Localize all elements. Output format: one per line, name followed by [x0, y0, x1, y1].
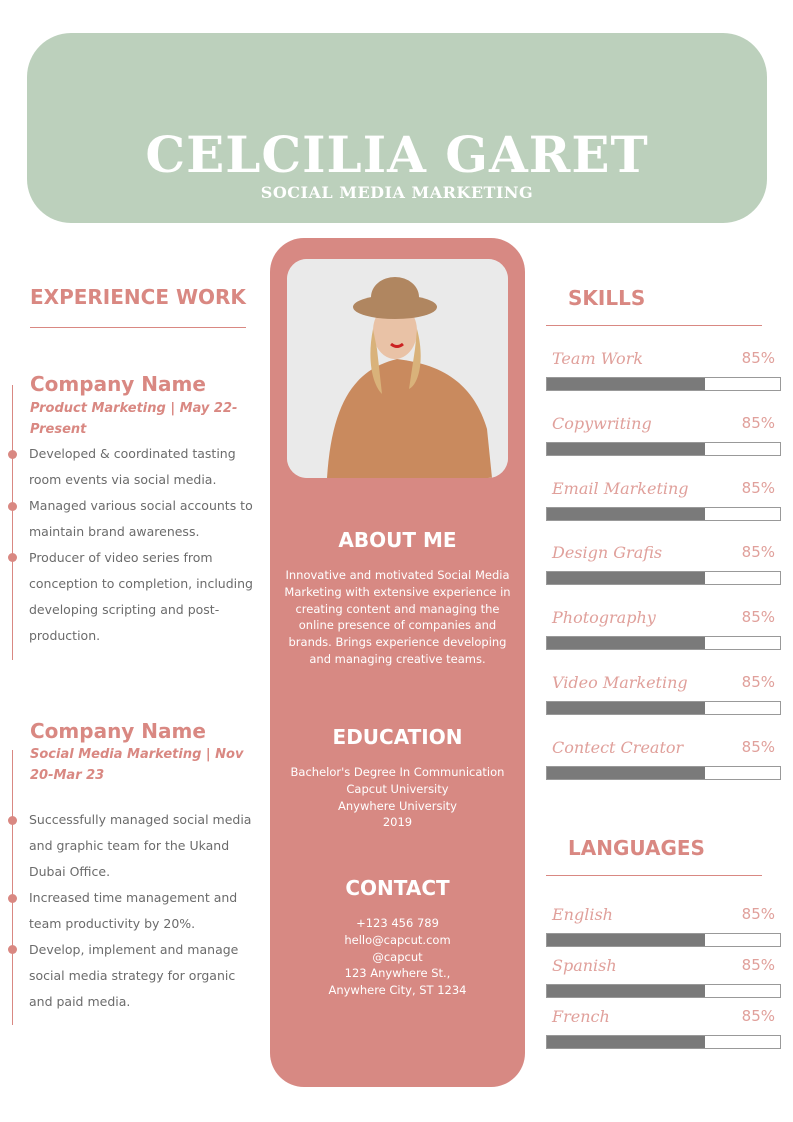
progress-bar	[546, 933, 781, 947]
candidate-title: SOCIAL MEDIA MARKETING	[260, 183, 534, 202]
progress-fill	[547, 378, 706, 390]
divider	[546, 875, 762, 876]
percent-label: 85%	[741, 905, 775, 923]
progress-fill	[547, 507, 706, 520]
skill-label: Design Grafis	[552, 543, 663, 563]
job-role: Social Media Marketing | Nov 20-Mar 23	[30, 747, 244, 783]
progress-fill	[547, 985, 706, 997]
job-bullet: Increased time management and team produ…	[29, 890, 238, 931]
percent-label: 85%	[741, 737, 775, 756]
education-degree: Bachelor's Degree In Communication	[290, 765, 505, 779]
contact-social: @capcut	[372, 949, 423, 964]
education-school: Capcut University	[346, 781, 449, 796]
center-panel: ABOUT ME Innovative and motivated Social…	[270, 238, 525, 1087]
job-bullet: Develop, implement and manage social med…	[29, 942, 239, 1009]
company-name: Company Name	[30, 372, 206, 396]
skills-heading: SKILLS	[568, 286, 646, 310]
progress-bar	[546, 1035, 781, 1049]
bullet-dot	[8, 502, 17, 511]
skill-label: Email Marketing	[552, 478, 689, 498]
job-bullet: Developed & coordinated tasting room eve…	[29, 446, 236, 487]
progress-fill	[547, 1036, 706, 1048]
progress-bar	[546, 984, 781, 998]
skill-label: Video Marketing	[552, 673, 688, 692]
candidate-name: CELCILIA GARET	[145, 125, 649, 184]
language-label: French	[552, 1007, 610, 1026]
progress-bar	[546, 701, 781, 715]
bullet-dot	[8, 894, 17, 903]
bullet-dot	[8, 816, 17, 825]
progress-fill	[547, 637, 706, 650]
timeline-line	[12, 750, 13, 1025]
percent-label: 85%	[741, 349, 775, 367]
experience-heading: EXPERIENCE WORK	[30, 285, 246, 309]
education-heading: EDUCATION	[332, 725, 463, 749]
divider	[546, 325, 762, 326]
company-name: Company Name	[30, 719, 206, 743]
bullet-dot	[8, 450, 17, 459]
language-label: Spanish	[552, 956, 617, 975]
skill-label: Copywriting	[552, 413, 652, 433]
divider	[30, 327, 246, 328]
progress-bar	[546, 506, 781, 521]
job-bullet: Managed various social accounts to maint…	[29, 498, 253, 539]
percent-label: 85%	[741, 543, 775, 562]
percent-label: 85%	[741, 413, 775, 432]
header-banner: CELCILIA GARET SOCIAL MEDIA MARKETING	[27, 33, 767, 223]
progress-fill	[547, 572, 706, 585]
progress-fill	[547, 442, 706, 455]
contact-address: 123 Anywhere St.,	[344, 966, 451, 981]
languages-heading: LANGUAGES	[568, 836, 705, 860]
about-heading: ABOUT ME	[338, 528, 457, 552]
education-school: Anywhere University	[338, 798, 457, 813]
education-details: Bachelor's Degree In Communication Capcu…	[284, 764, 511, 831]
progress-fill	[547, 766, 706, 779]
progress-bar	[546, 765, 781, 780]
job-bullet: Successfully managed social media and gr…	[29, 812, 252, 879]
profile-photo	[287, 259, 508, 478]
progress-fill	[547, 934, 706, 946]
job-bullet: Producer of video series from conception…	[29, 550, 253, 643]
percent-label: 85%	[741, 673, 775, 691]
percent-label: 85%	[741, 478, 775, 497]
progress-bar	[546, 636, 781, 651]
percent-label: 85%	[741, 608, 775, 627]
progress-bar	[546, 571, 781, 586]
bullet-dot	[8, 945, 17, 954]
progress-bar	[546, 441, 781, 456]
education-year: 2019	[382, 815, 413, 830]
contact-details: +123 456 789 hello@capcut.com @capcut 12…	[284, 915, 511, 999]
about-text: Innovative and motivated Social Media Ma…	[284, 568, 511, 666]
contact-heading: CONTACT	[345, 876, 450, 900]
bullet-dot	[8, 553, 17, 562]
timeline-line	[12, 385, 13, 660]
skill-label: Photography	[552, 608, 656, 628]
progress-fill	[547, 702, 706, 714]
job-role: Product Marketing | May 22-Present	[30, 401, 238, 437]
skill-label: Team Work	[552, 349, 644, 368]
contact-address: Anywhere City, ST 1234	[328, 983, 467, 998]
language-label: English	[552, 905, 613, 924]
progress-bar	[546, 377, 781, 391]
contact-phone: +123 456 789	[356, 916, 439, 930]
contact-email: hello@capcut.com	[344, 932, 451, 947]
percent-label: 85%	[741, 956, 775, 974]
percent-label: 85%	[741, 1007, 775, 1025]
skill-label: Contect Creator	[552, 737, 684, 757]
